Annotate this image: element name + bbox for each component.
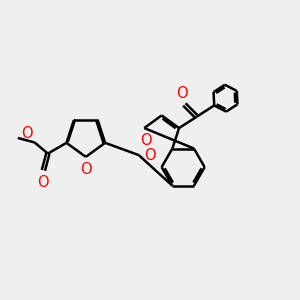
Text: O: O bbox=[140, 134, 152, 148]
Text: O: O bbox=[176, 86, 188, 101]
Text: O: O bbox=[80, 162, 92, 177]
Text: O: O bbox=[38, 176, 49, 190]
Text: O: O bbox=[22, 126, 33, 141]
Text: O: O bbox=[144, 148, 155, 163]
